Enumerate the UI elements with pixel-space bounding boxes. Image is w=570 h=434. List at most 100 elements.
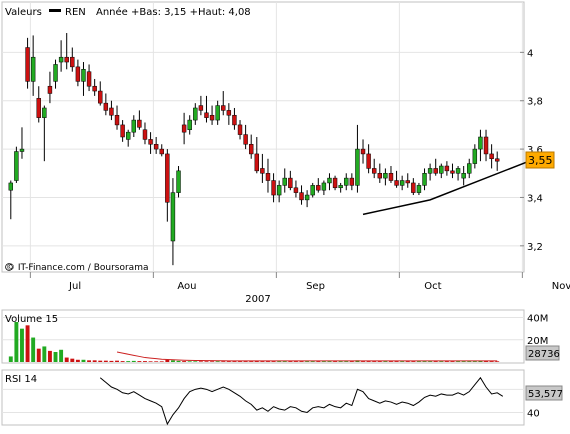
candle-body <box>299 192 304 201</box>
copyright-icon <box>5 263 13 271</box>
price-tick-label: 3,6 <box>527 145 543 156</box>
volume-tick-label: 40M <box>527 314 548 325</box>
legend: Valeurs REN Année +Bas: 3,15 +Haut: 4,08 <box>5 6 251 18</box>
candle <box>494 151 500 171</box>
candle-body <box>371 168 377 174</box>
candle-body <box>383 173 388 179</box>
volume-bar <box>260 361 265 362</box>
volume-bar <box>472 361 477 362</box>
candle <box>209 105 215 125</box>
volume-bar <box>277 361 282 362</box>
candle-body <box>411 182 416 193</box>
volume-bar <box>249 361 254 362</box>
legend-series-label: Valeurs <box>5 7 42 18</box>
candle-body <box>304 194 310 201</box>
volume-title: Volume 15 <box>5 314 58 325</box>
volume-bar <box>327 361 332 362</box>
candle <box>153 137 159 154</box>
volume-bar <box>238 361 242 362</box>
volume-bar <box>383 361 388 362</box>
candlestick-series <box>8 33 500 266</box>
candle-body <box>254 153 260 172</box>
volume-bar <box>14 322 19 362</box>
candle-body <box>394 180 399 186</box>
candle <box>98 81 103 106</box>
candle-body <box>248 144 254 155</box>
volume-tick-label: 20M <box>527 336 548 347</box>
volume-bar <box>75 359 80 362</box>
volume-panel-frame <box>1 309 525 364</box>
candle-body <box>461 173 466 179</box>
candle-body <box>422 173 427 186</box>
candle-body <box>316 185 321 191</box>
candle <box>299 185 304 205</box>
candle <box>360 139 366 164</box>
x-tick-label: Aou <box>177 281 196 292</box>
candle-body <box>366 153 371 169</box>
price-tick-label: 3,8 <box>527 97 543 108</box>
candle-body <box>360 148 366 155</box>
candle <box>25 37 30 89</box>
candle <box>439 163 444 179</box>
last-price-box <box>525 151 555 169</box>
price-tick-label: 3,2 <box>527 242 543 253</box>
candle <box>137 110 142 130</box>
volume-bar <box>282 361 287 362</box>
candle-body <box>243 134 248 145</box>
candle <box>427 163 433 181</box>
volume-bar <box>8 356 13 362</box>
candle <box>254 137 260 174</box>
candle <box>483 129 489 162</box>
candle <box>282 168 287 193</box>
volume-bar <box>271 361 276 362</box>
candle-body <box>215 105 220 121</box>
volume-bar <box>316 361 321 362</box>
volume-bar <box>42 346 47 362</box>
candle-body <box>399 180 405 186</box>
volume-bar <box>143 361 147 362</box>
volume-bar <box>411 361 416 362</box>
candle-body <box>455 168 461 174</box>
candle <box>193 103 198 125</box>
candle-body <box>332 177 338 189</box>
legend-stats: Année +Bas: 3,15 +Haut: 4,08 <box>96 6 251 18</box>
candle <box>103 93 109 116</box>
candle <box>70 47 75 72</box>
volume-bar <box>210 361 215 362</box>
volume-bar <box>389 361 393 362</box>
volume-bar <box>349 361 354 362</box>
candle <box>444 161 450 176</box>
candle-body <box>25 47 30 82</box>
candle-body <box>131 119 137 133</box>
candle-body <box>405 180 410 184</box>
candle-body <box>472 148 478 164</box>
candle <box>42 105 47 162</box>
candle-body <box>14 151 19 181</box>
candle <box>366 144 371 174</box>
candle-body <box>30 56 36 82</box>
candle <box>159 144 164 157</box>
volume-bar <box>154 361 159 362</box>
candle-body <box>70 56 75 68</box>
candle <box>125 129 131 147</box>
x-axis-year: 2007 <box>245 294 270 305</box>
candle-body <box>282 177 287 186</box>
candle <box>81 62 86 96</box>
volume-bar <box>182 361 187 362</box>
candle <box>377 163 383 183</box>
volume-bar <box>305 361 310 362</box>
candle-body <box>232 114 237 126</box>
volume-bar <box>87 360 92 362</box>
candle <box>455 166 461 181</box>
candle-body <box>237 124 243 135</box>
volume-bar <box>243 361 248 362</box>
rsi-last-tag: 53,577 <box>525 385 563 401</box>
candle-body <box>226 110 232 116</box>
volume-bar <box>92 360 97 362</box>
x-tick-label: Sep <box>306 281 325 292</box>
volume-bar <box>165 359 170 362</box>
last-price-value: 3,55 <box>528 154 553 167</box>
volume-y-axis: 40M 20M <box>2 314 548 347</box>
volume-bar <box>103 360 108 362</box>
